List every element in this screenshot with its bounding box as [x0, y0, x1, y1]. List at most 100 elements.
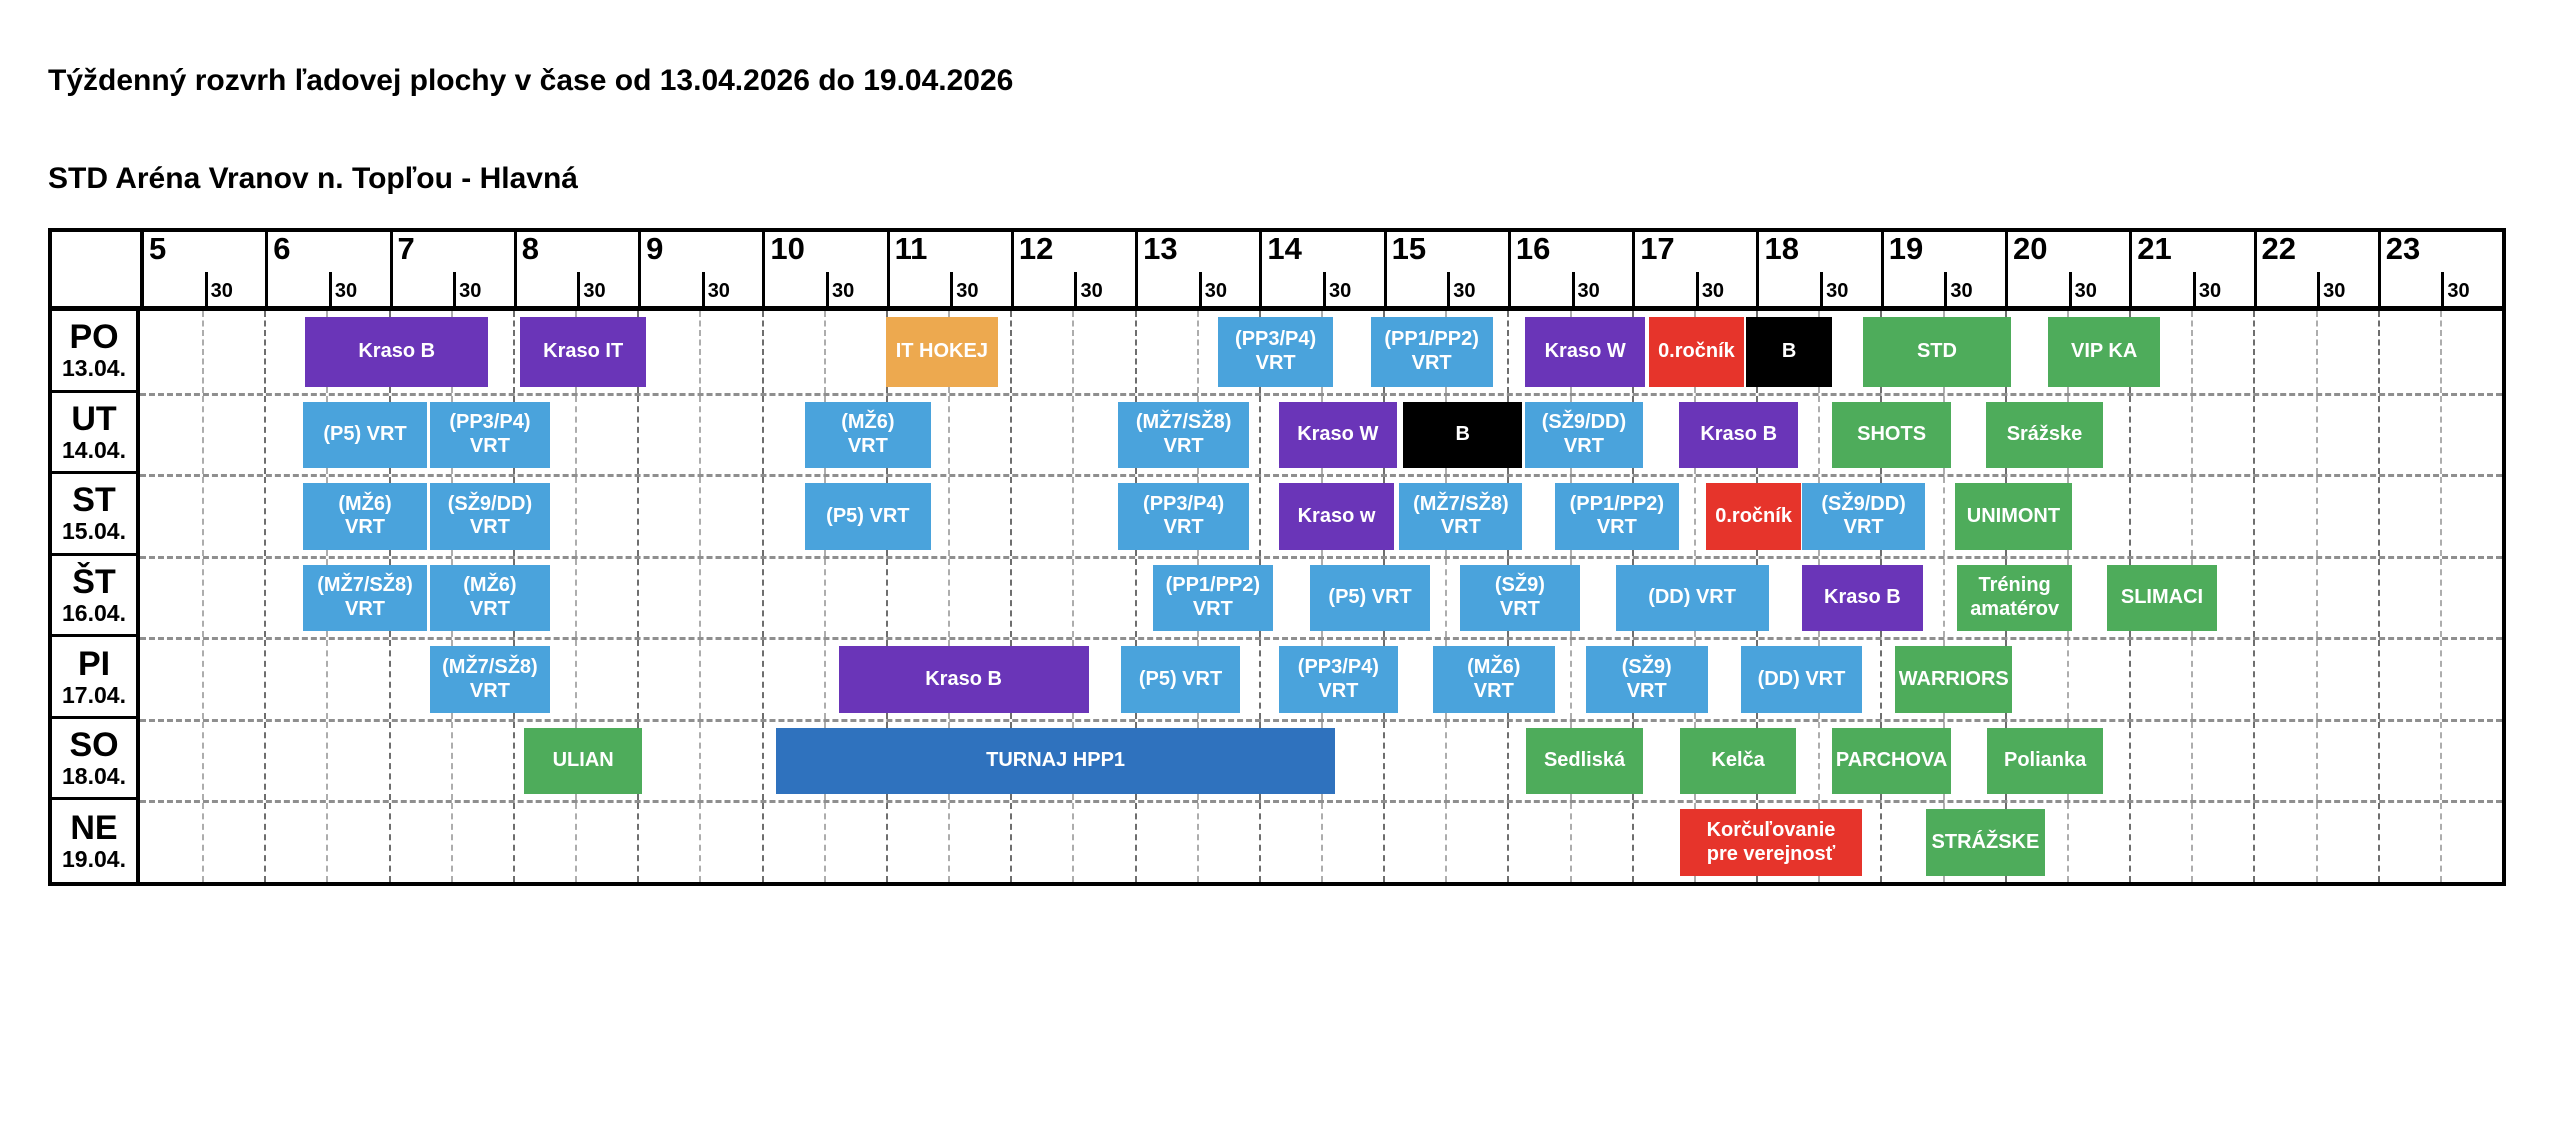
hour-cell-7: 7 30 — [389, 232, 514, 306]
hour-gridline — [2253, 640, 2256, 719]
schedule-event: Kraso IT — [520, 317, 646, 387]
half-hour-label: 30 — [1950, 280, 1973, 302]
schedule-event: (P5) VRT — [1309, 564, 1431, 632]
hour-cell-22: 22 30 — [2253, 232, 2378, 306]
day-date: 17.04. — [62, 681, 126, 708]
hour-gridline — [761, 721, 764, 801]
day-label: PI 17.04. — [52, 637, 140, 719]
schedule-event: (MŽ6) VRT — [805, 401, 931, 469]
hour-gridline — [637, 803, 640, 883]
day-label: SO 18.04. — [52, 718, 140, 801]
schedule-event: Kraso B — [1679, 401, 1799, 469]
schedule-event: (MŽ6) VRT — [429, 564, 551, 632]
schedule-event: Kraso B — [1802, 564, 1923, 632]
half-hour-gridline — [2315, 558, 2318, 638]
day-row-7: NE 19.04. Korčuľovanie pre verejnosť STRÁŽS… — [52, 800, 2502, 883]
half-hour-gridline — [2439, 721, 2442, 801]
schedule-event: Korčuľovanie pre verejnosť — [1680, 809, 1862, 877]
hour-gridline — [2253, 311, 2256, 393]
half-hour-gridline — [948, 803, 951, 883]
half-hour-tick — [1944, 272, 1948, 306]
hour-cell-12: 12 30 — [1010, 232, 1135, 306]
half-hour-gridline — [326, 803, 329, 883]
half-hour-label: 30 — [956, 280, 979, 302]
hour-label: 21 — [2137, 231, 2172, 266]
half-hour-label: 30 — [707, 280, 730, 302]
half-hour-gridline — [2439, 803, 2442, 883]
schedule-event: B — [1746, 317, 1832, 387]
schedule-event: (MŽ7/SŽ8) VRT — [429, 646, 551, 713]
half-hour-gridline — [1445, 803, 1448, 883]
hour-label: 6 — [273, 231, 291, 266]
schedule-event: (PP1/PP2) VRT — [1153, 564, 1273, 632]
half-hour-tick — [1447, 272, 1451, 306]
half-hour-gridline — [2315, 311, 2318, 393]
half-hour-gridline — [699, 640, 702, 719]
half-hour-gridline — [1445, 558, 1448, 638]
half-hour-label: 30 — [1204, 280, 1227, 302]
schedule-event: B — [1403, 401, 1523, 469]
hour-cell-18: 18 30 — [1756, 232, 1880, 306]
hour-label: 10 — [770, 231, 805, 266]
half-hour-gridline — [823, 558, 826, 638]
schedule-event: (P5) VRT — [805, 483, 931, 550]
schedule-event: Polianka — [1987, 727, 2103, 795]
hour-gridline — [885, 803, 888, 883]
hour-gridline — [2253, 558, 2256, 638]
rink-name: STD Aréna Vranov n. Topľou - Hlavná — [48, 162, 578, 195]
half-hour-gridline — [1072, 395, 1075, 475]
hour-gridline — [1134, 558, 1137, 638]
schedule-event: Kraso w — [1278, 483, 1395, 550]
hour-scale: 5 30 6 30 7 30 8 30 9 30 10 30 11 30 12 30 13 30 14 30 15 30 1… — [144, 232, 2502, 306]
hour-cell-11: 11 30 — [886, 232, 1011, 306]
half-hour-gridline — [1942, 477, 1945, 556]
half-hour-gridline — [2315, 640, 2318, 719]
schedule-event: Kraso W — [1278, 401, 1397, 469]
day-label: PO 13.04. — [52, 311, 140, 393]
schedule-event: (DD) VRT — [1615, 564, 1769, 632]
half-hour-tick — [2192, 272, 2196, 306]
schedule-event: Kraso B — [838, 646, 1089, 713]
schedule-event: Srážske — [1986, 401, 2103, 469]
schedule-event: (MŽ7/SŽ8) VRT — [302, 564, 428, 632]
half-hour-label: 30 — [2198, 280, 2222, 302]
schedule-event: STRÁŽSKE — [1926, 809, 2045, 877]
hour-gridline — [264, 477, 267, 556]
hour-gridline — [2377, 395, 2380, 475]
day-row-3: ST 15.04. (MŽ6) VRT (SŽ9/DD) VRT (P5) VRT (PP… — [52, 474, 2502, 556]
schedule-event: (PP1/PP2) VRT — [1554, 483, 1680, 550]
half-hour-label: 30 — [583, 280, 606, 302]
day-abbr: SO — [69, 726, 119, 765]
hour-cell-5: 5 30 — [144, 232, 265, 306]
half-hour-gridline — [1196, 803, 1199, 883]
hour-gridline — [1880, 803, 1883, 883]
half-hour-gridline — [1693, 477, 1696, 556]
half-hour-tick — [204, 272, 208, 306]
half-hour-gridline — [699, 803, 702, 883]
half-hour-gridline — [202, 395, 205, 475]
half-hour-gridline — [202, 558, 205, 638]
hour-gridline — [1010, 311, 1013, 393]
hour-gridline — [264, 640, 267, 719]
hour-gridline — [2253, 803, 2256, 883]
half-hour-gridline — [2439, 395, 2442, 475]
half-hour-label: 30 — [1453, 280, 1476, 302]
day-date: 18.04. — [62, 763, 126, 790]
half-hour-tick — [1571, 272, 1575, 306]
hour-gridline — [2377, 311, 2380, 393]
schedule-event: (SŽ9/DD) VRT — [429, 483, 551, 550]
hour-cell-23: 23 30 — [2377, 232, 2502, 306]
hour-gridline — [2377, 721, 2380, 801]
schedule-event: (MŽ7/SŽ8) VRT — [1118, 401, 1249, 469]
day-row-6: SO 18.04. ULIAN TURNAJ HPP1 Sedliská Kelča PAR… — [52, 718, 2502, 801]
hour-gridline — [1258, 477, 1261, 556]
hour-cell-21: 21 30 — [2129, 232, 2253, 306]
half-hour-gridline — [575, 558, 578, 638]
schedule-event: Kraso B — [305, 317, 489, 387]
day-track: ULIAN TURNAJ HPP1 Sedliská Kelča PARCHOVA Pol… — [140, 718, 2502, 801]
hour-gridline — [1507, 803, 1510, 883]
hour-label: 19 — [1888, 231, 1924, 266]
half-hour-gridline — [1321, 803, 1323, 883]
hour-gridline — [1507, 721, 1510, 801]
half-hour-label: 30 — [334, 280, 358, 302]
